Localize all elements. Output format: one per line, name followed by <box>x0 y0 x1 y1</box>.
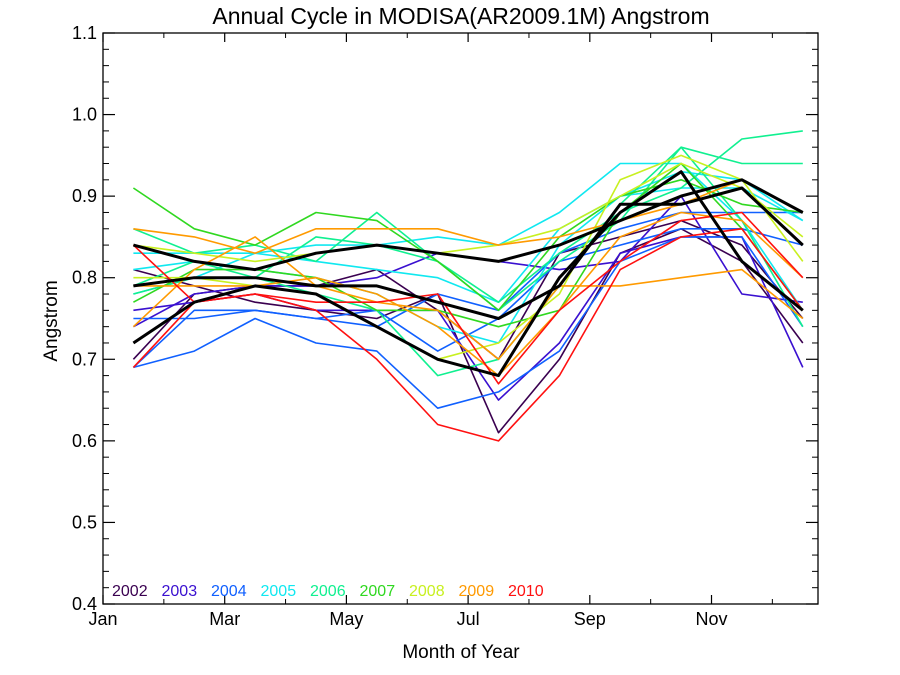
legend-item-2005: 2005 <box>261 583 297 600</box>
x-axis-label: Month of Year <box>402 642 520 663</box>
series-line-20 <box>133 211 804 377</box>
legend-item-2003: 2003 <box>162 583 198 600</box>
series-line-19 <box>132 236 804 361</box>
y-tick-label: 0.5 <box>72 512 97 532</box>
series-line-23 <box>133 178 804 272</box>
series-line-12 <box>133 130 803 304</box>
plot-series-group <box>132 130 804 442</box>
legend-item-2002: 2002 <box>112 583 148 600</box>
legend-item-2007: 2007 <box>360 583 396 600</box>
series-line-9 <box>133 170 804 304</box>
legend-item-2010: 2010 <box>508 583 544 600</box>
legend-item-2009: 2009 <box>459 583 495 600</box>
y-axis-label: Angstrom <box>41 280 62 361</box>
y-tick-label: 1.1 <box>72 23 97 43</box>
y-tick-label: 0.4 <box>72 594 97 614</box>
x-tick-label: May <box>329 609 363 629</box>
x-tick-label: Nov <box>696 609 728 629</box>
series-line-1 <box>133 228 804 434</box>
series-line-7 <box>132 211 803 368</box>
chart-title: Annual Cycle in MODISA(AR2009.1M) Angstr… <box>212 3 709 29</box>
y-tick-label: 0.6 <box>72 431 97 451</box>
y-tick-label: 0.8 <box>72 268 97 288</box>
series-line-25 <box>132 170 804 378</box>
series-line-24 <box>133 186 804 320</box>
y-tick-label: 1.0 <box>72 105 97 125</box>
x-tick-label: Mar <box>209 609 240 629</box>
legend-item-2004: 2004 <box>211 583 247 600</box>
legend: 2002 2003 2004 2005 2006 2007 2008 2009 2010 <box>112 583 544 600</box>
y-tick-label: 0.7 <box>72 349 97 369</box>
legend-item-2006: 2006 <box>310 583 346 600</box>
x-tick-label: Jan <box>88 609 117 629</box>
x-tick-label: Jul <box>457 609 480 629</box>
legend-item-2008: 2008 <box>409 583 445 600</box>
x-tick-label: Sep <box>574 609 606 629</box>
plot-frame <box>102 32 819 605</box>
series-line-22 <box>132 211 804 385</box>
series-line-17 <box>133 162 804 263</box>
y-tick-label: 0.9 <box>72 186 97 206</box>
series-line-5 <box>133 236 804 410</box>
axes-group: Jan Mar May Jul Sep Nov 0.4 0.5 0.6 0.7 0.8 0.9 1.0 1… <box>72 23 819 629</box>
